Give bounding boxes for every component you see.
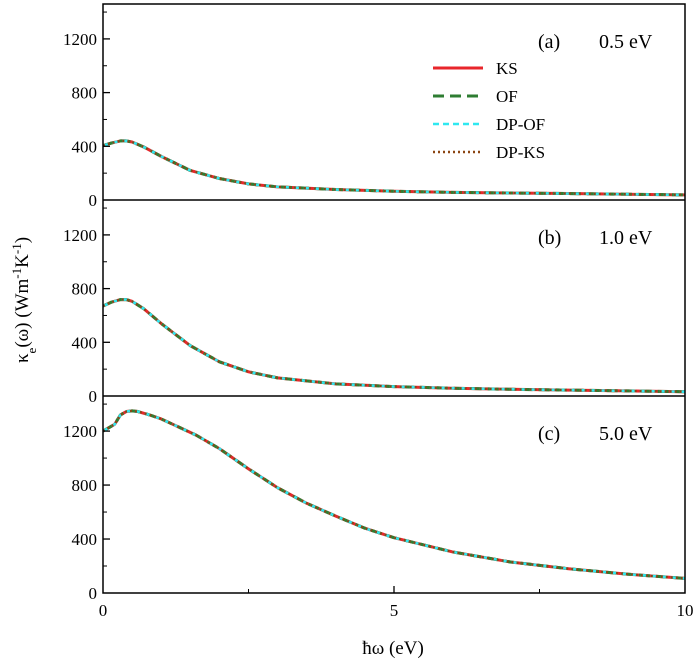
panel-curves: [103, 298, 685, 394]
axes: 0 5 10: [99, 3, 694, 620]
panel-curves: [103, 409, 685, 580]
legend-label-of: OF: [496, 87, 518, 106]
panel-2: 0 400 800 1200 (b) 1.0 eV: [63, 207, 685, 406]
y-axis-title-superscript-2: -1: [9, 243, 24, 254]
panel-label: 5.0 eV: [599, 423, 653, 445]
y-axis-title-end: ): [12, 237, 33, 243]
y-tick-label: 0: [89, 387, 98, 406]
y-axis-title-middle: (ω) (Wm: [12, 279, 33, 348]
legend-label-ks: KS: [496, 59, 518, 78]
panel-curves: [103, 139, 685, 197]
y-tick-label: 400: [72, 333, 98, 352]
y-tick-label: 0: [89, 584, 98, 603]
y-tick-label: 1200: [63, 422, 97, 441]
legend-label-dp-ks: DP-KS: [496, 143, 545, 162]
series-line-dp-ks: [103, 409, 685, 580]
series-line-dp-of: [103, 139, 685, 197]
y-tick-label: 400: [72, 530, 98, 549]
legend: KS OF DP-OF DP-KS: [433, 59, 545, 162]
x-tick-label: 10: [677, 601, 694, 620]
panel-1: 0 400 800 1200 (a) 0.5 eV: [63, 11, 685, 210]
y-axis-title-symbol: κ: [12, 353, 33, 363]
series-line-dp-ks: [103, 298, 685, 393]
x-tick-label: 0: [99, 601, 108, 620]
y-tick-label: 1200: [63, 30, 97, 49]
x-tick-label: 5: [390, 601, 399, 620]
y-tick-label: 1200: [63, 226, 97, 245]
y-tick-label: 800: [72, 280, 98, 299]
panel-label: 0.5 eV: [599, 31, 653, 53]
y-tick-label: 400: [72, 137, 98, 156]
x-axis-title: ħω (eV): [362, 638, 424, 659]
y-axis-title-superscript-1: -1: [9, 268, 24, 279]
panel-label: 1.0 eV: [599, 227, 653, 249]
panel-tag: (b): [538, 227, 561, 249]
y-tick-label: 800: [72, 84, 98, 103]
y-axis-title-k: K: [12, 254, 33, 268]
svg-text:κe(ω) (Wm-1K-1): κe(ω) (Wm-1K-1): [9, 237, 39, 363]
panel-tag: (a): [538, 31, 560, 53]
panels: 0 400 800 1200 (a) 0.5 eV 0 400 800 1200 (b) 1.0 eV…: [63, 11, 685, 603]
y-axis-title-subscript: e: [24, 347, 39, 353]
y-tick-label: 0: [89, 191, 98, 210]
legend-label-dp-of: DP-OF: [496, 115, 545, 134]
panel-3: 0 400 800 1200 (c) 5.0 eV: [63, 403, 685, 603]
series-line-dp-ks: [103, 139, 685, 197]
y-tick-label: 800: [72, 476, 98, 495]
y-axis-title: κe(ω) (Wm-1K-1): [9, 237, 39, 363]
panel-tag: (c): [538, 423, 560, 445]
